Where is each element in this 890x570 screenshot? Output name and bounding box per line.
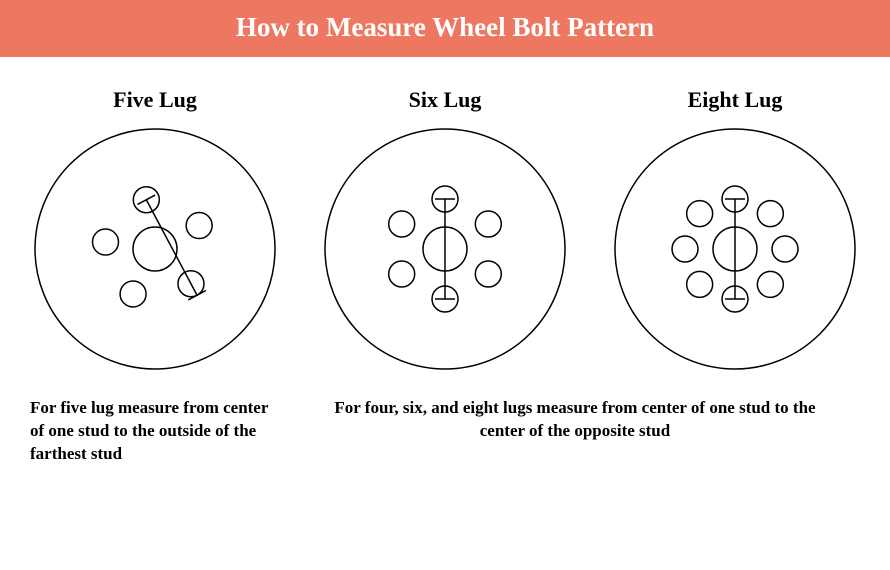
panel-eight-lug: Eight Lug [590,87,880,379]
panel-title-five: Five Lug [113,87,197,113]
diagram-eight-lug [605,119,865,379]
header-banner: How to Measure Wheel Bolt Pattern [0,0,890,57]
caption-even-lug: For four, six, and eight lugs measure fr… [310,397,840,466]
panel-six-lug: Six Lug [300,87,590,379]
caption-five-lug: For five lug measure from center of one … [30,397,280,466]
panel-title-six: Six Lug [409,87,482,113]
captions-row: For five lug measure from center of one … [0,379,890,466]
diagram-six-lug [315,119,575,379]
panel-five-lug: Five Lug [10,87,300,379]
diagram-five-lug [25,119,285,379]
page-title: How to Measure Wheel Bolt Pattern [0,12,890,43]
panel-title-eight: Eight Lug [688,87,783,113]
diagram-row: Five Lug Six Lug Eight Lug [0,57,890,379]
